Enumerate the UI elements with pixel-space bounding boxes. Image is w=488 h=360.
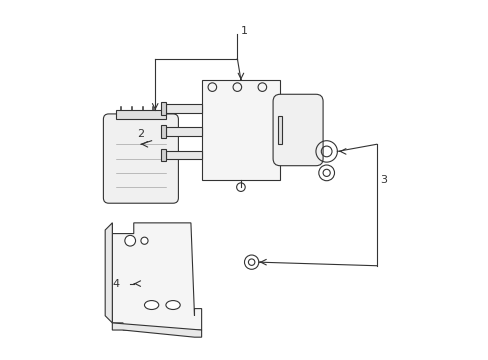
FancyBboxPatch shape [103, 114, 178, 203]
FancyBboxPatch shape [116, 111, 165, 119]
FancyBboxPatch shape [201, 80, 280, 180]
Bar [165, 127, 201, 136]
Bar [165, 151, 201, 159]
Polygon shape [105, 223, 112, 323]
Ellipse shape [144, 301, 159, 310]
FancyBboxPatch shape [272, 94, 323, 166]
Ellipse shape [165, 301, 180, 310]
Polygon shape [112, 223, 201, 330]
Bar [278, 116, 282, 144]
Text: 1: 1 [241, 26, 247, 36]
Polygon shape [112, 323, 201, 337]
Text: 2: 2 [137, 129, 144, 139]
Bar [160, 125, 165, 138]
Bar [160, 149, 165, 161]
Circle shape [124, 235, 135, 246]
Text: 3: 3 [380, 175, 386, 185]
Bar [160, 102, 165, 115]
Bar [165, 104, 201, 113]
Circle shape [141, 237, 148, 244]
Text: 4: 4 [112, 279, 119, 289]
